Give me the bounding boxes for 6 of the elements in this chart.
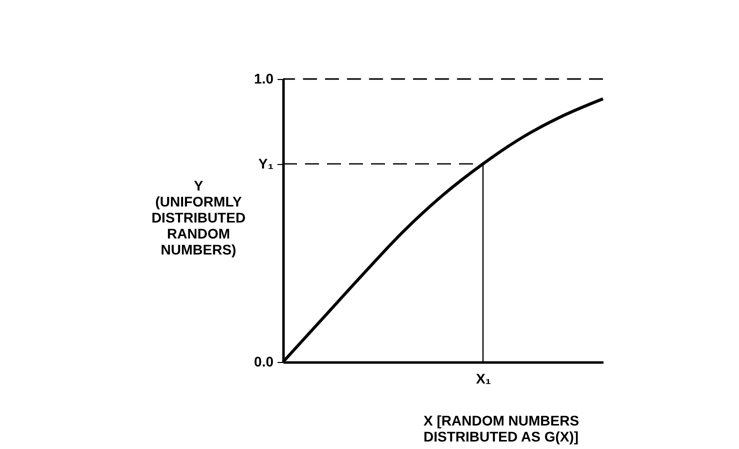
x-tick-label: X₁ xyxy=(476,370,492,386)
y-tick-label: Y₁ xyxy=(258,155,274,172)
y-tick-label: 1.0 xyxy=(254,70,274,86)
y-axis-title: Y (UNIFORMLY DISTRIBUTED RANDOM NUMBERS) xyxy=(151,178,246,258)
x-axis-title: X [RANDOM NUMBERS DISTRIBUTED AS G(X)] xyxy=(424,412,580,444)
y-tick-label: 0.0 xyxy=(254,354,274,370)
